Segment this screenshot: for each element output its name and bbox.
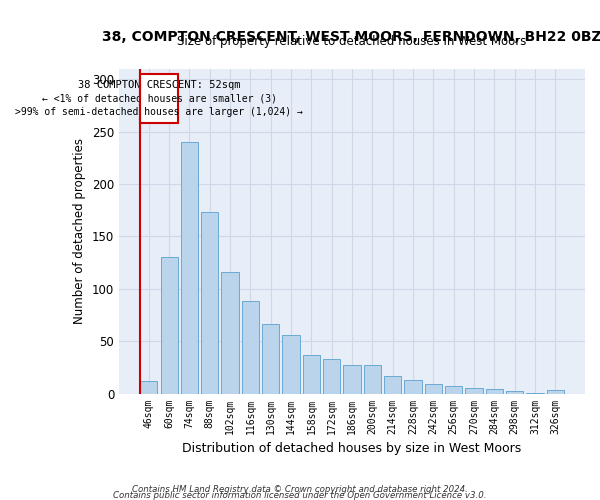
Bar	[343, 366, 361, 394]
Bar	[262, 324, 280, 394]
Bar	[445, 386, 462, 394]
X-axis label: Distribution of detached houses by size in West Moors: Distribution of detached houses by size …	[182, 442, 521, 455]
Text: Contains public sector information licensed under the Open Government Licence v3: Contains public sector information licen…	[113, 490, 487, 500]
Bar	[140, 74, 178, 124]
Bar	[140, 381, 157, 394]
Bar	[384, 376, 401, 394]
Bar	[425, 384, 442, 394]
Bar	[404, 380, 422, 394]
Text: Contains HM Land Registry data © Crown copyright and database right 2024.: Contains HM Land Registry data © Crown c…	[132, 484, 468, 494]
Bar	[526, 392, 544, 394]
Text: Size of property relative to detached houses in West Moors: Size of property relative to detached ho…	[178, 34, 527, 48]
Bar	[303, 355, 320, 394]
Text: ← <1% of detached houses are smaller (3): ← <1% of detached houses are smaller (3)	[41, 94, 277, 104]
Bar	[364, 366, 381, 394]
Bar	[181, 142, 198, 394]
Bar	[221, 272, 239, 394]
Bar	[323, 359, 340, 394]
Bar	[201, 212, 218, 394]
Bar	[506, 392, 523, 394]
Bar	[242, 302, 259, 394]
Bar	[283, 335, 300, 394]
Bar	[547, 390, 564, 394]
Text: 38 COMPTON CRESCENT: 52sqm: 38 COMPTON CRESCENT: 52sqm	[78, 80, 240, 90]
Title: 38, COMPTON CRESCENT, WEST MOORS, FERNDOWN, BH22 0BZ: 38, COMPTON CRESCENT, WEST MOORS, FERNDO…	[102, 30, 600, 44]
Y-axis label: Number of detached properties: Number of detached properties	[73, 138, 86, 324]
Bar	[465, 388, 482, 394]
Bar	[485, 390, 503, 394]
Bar	[161, 258, 178, 394]
Text: >99% of semi-detached houses are larger (1,024) →: >99% of semi-detached houses are larger …	[15, 108, 303, 118]
